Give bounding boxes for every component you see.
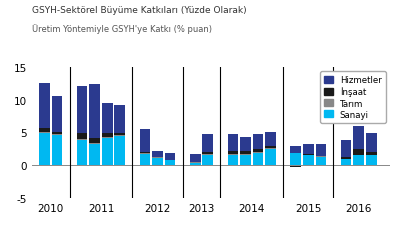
Text: GSYH-Sektörel Büyüme Katkıları (Yüzde Olarak): GSYH-Sektörel Büyüme Katkıları (Yüzde Ol… xyxy=(32,6,246,15)
Bar xyxy=(190,165,201,166)
Bar xyxy=(203,155,213,156)
Text: Üretim Yöntemiyle GSYH'ye Katkı (% puan): Üretim Yöntemiyle GSYH'ye Katkı (% puan) xyxy=(32,24,212,34)
Bar xyxy=(341,157,351,159)
Bar xyxy=(203,134,213,153)
Bar xyxy=(89,144,100,165)
Bar xyxy=(353,155,364,156)
Bar xyxy=(203,156,213,165)
Bar xyxy=(341,160,351,165)
Bar xyxy=(353,156,364,165)
Bar xyxy=(203,153,213,155)
Bar xyxy=(366,156,377,165)
Bar xyxy=(140,130,150,152)
Bar xyxy=(140,154,150,165)
Bar xyxy=(265,149,276,165)
Bar xyxy=(228,156,238,165)
Bar xyxy=(89,138,100,143)
Bar xyxy=(77,134,88,139)
Bar xyxy=(39,133,50,165)
Bar xyxy=(165,165,176,166)
Bar xyxy=(341,159,351,160)
Legend: Hizmetler, İnşaat, Tarım, Sanayi: Hizmetler, İnşaat, Tarım, Sanayi xyxy=(320,72,386,124)
Bar xyxy=(165,160,176,165)
Bar xyxy=(89,143,100,144)
Bar xyxy=(316,157,326,165)
Bar xyxy=(39,84,50,128)
Bar xyxy=(253,134,263,149)
Bar xyxy=(39,132,50,133)
Bar xyxy=(115,133,125,136)
Bar xyxy=(89,84,100,138)
Bar xyxy=(253,153,263,154)
Bar xyxy=(366,152,377,155)
Bar xyxy=(52,97,62,133)
Bar xyxy=(77,87,88,134)
Bar xyxy=(228,151,238,154)
Bar xyxy=(165,154,176,160)
Bar xyxy=(366,134,377,152)
Bar xyxy=(39,128,50,132)
Bar xyxy=(190,154,201,163)
Bar xyxy=(291,153,301,165)
Bar xyxy=(341,141,351,157)
Bar xyxy=(353,150,364,155)
Bar xyxy=(240,155,251,156)
Bar xyxy=(77,140,88,165)
Bar xyxy=(228,135,238,151)
Bar xyxy=(291,146,301,153)
Bar xyxy=(152,165,163,166)
Bar xyxy=(240,137,251,151)
Bar xyxy=(228,154,238,156)
Bar xyxy=(190,163,201,165)
Bar xyxy=(77,139,88,140)
Bar xyxy=(102,138,113,165)
Bar xyxy=(52,133,62,134)
Bar xyxy=(253,154,263,165)
Bar xyxy=(102,103,113,134)
Bar xyxy=(253,149,263,153)
Bar xyxy=(152,158,163,165)
Bar xyxy=(102,134,113,137)
Bar xyxy=(303,145,314,155)
Bar xyxy=(240,156,251,165)
Bar xyxy=(265,146,276,148)
Bar xyxy=(316,144,326,156)
Bar xyxy=(102,137,113,138)
Bar xyxy=(303,155,314,156)
Bar xyxy=(353,127,364,150)
Bar xyxy=(291,165,301,167)
Bar xyxy=(240,151,251,155)
Bar xyxy=(115,106,125,133)
Bar xyxy=(52,135,62,165)
Bar xyxy=(366,155,377,156)
Bar xyxy=(303,156,314,165)
Bar xyxy=(265,148,276,149)
Bar xyxy=(115,136,125,137)
Bar xyxy=(265,132,276,146)
Bar xyxy=(140,152,150,154)
Bar xyxy=(152,152,163,158)
Bar xyxy=(115,137,125,165)
Bar xyxy=(52,134,62,135)
Bar xyxy=(316,156,326,157)
